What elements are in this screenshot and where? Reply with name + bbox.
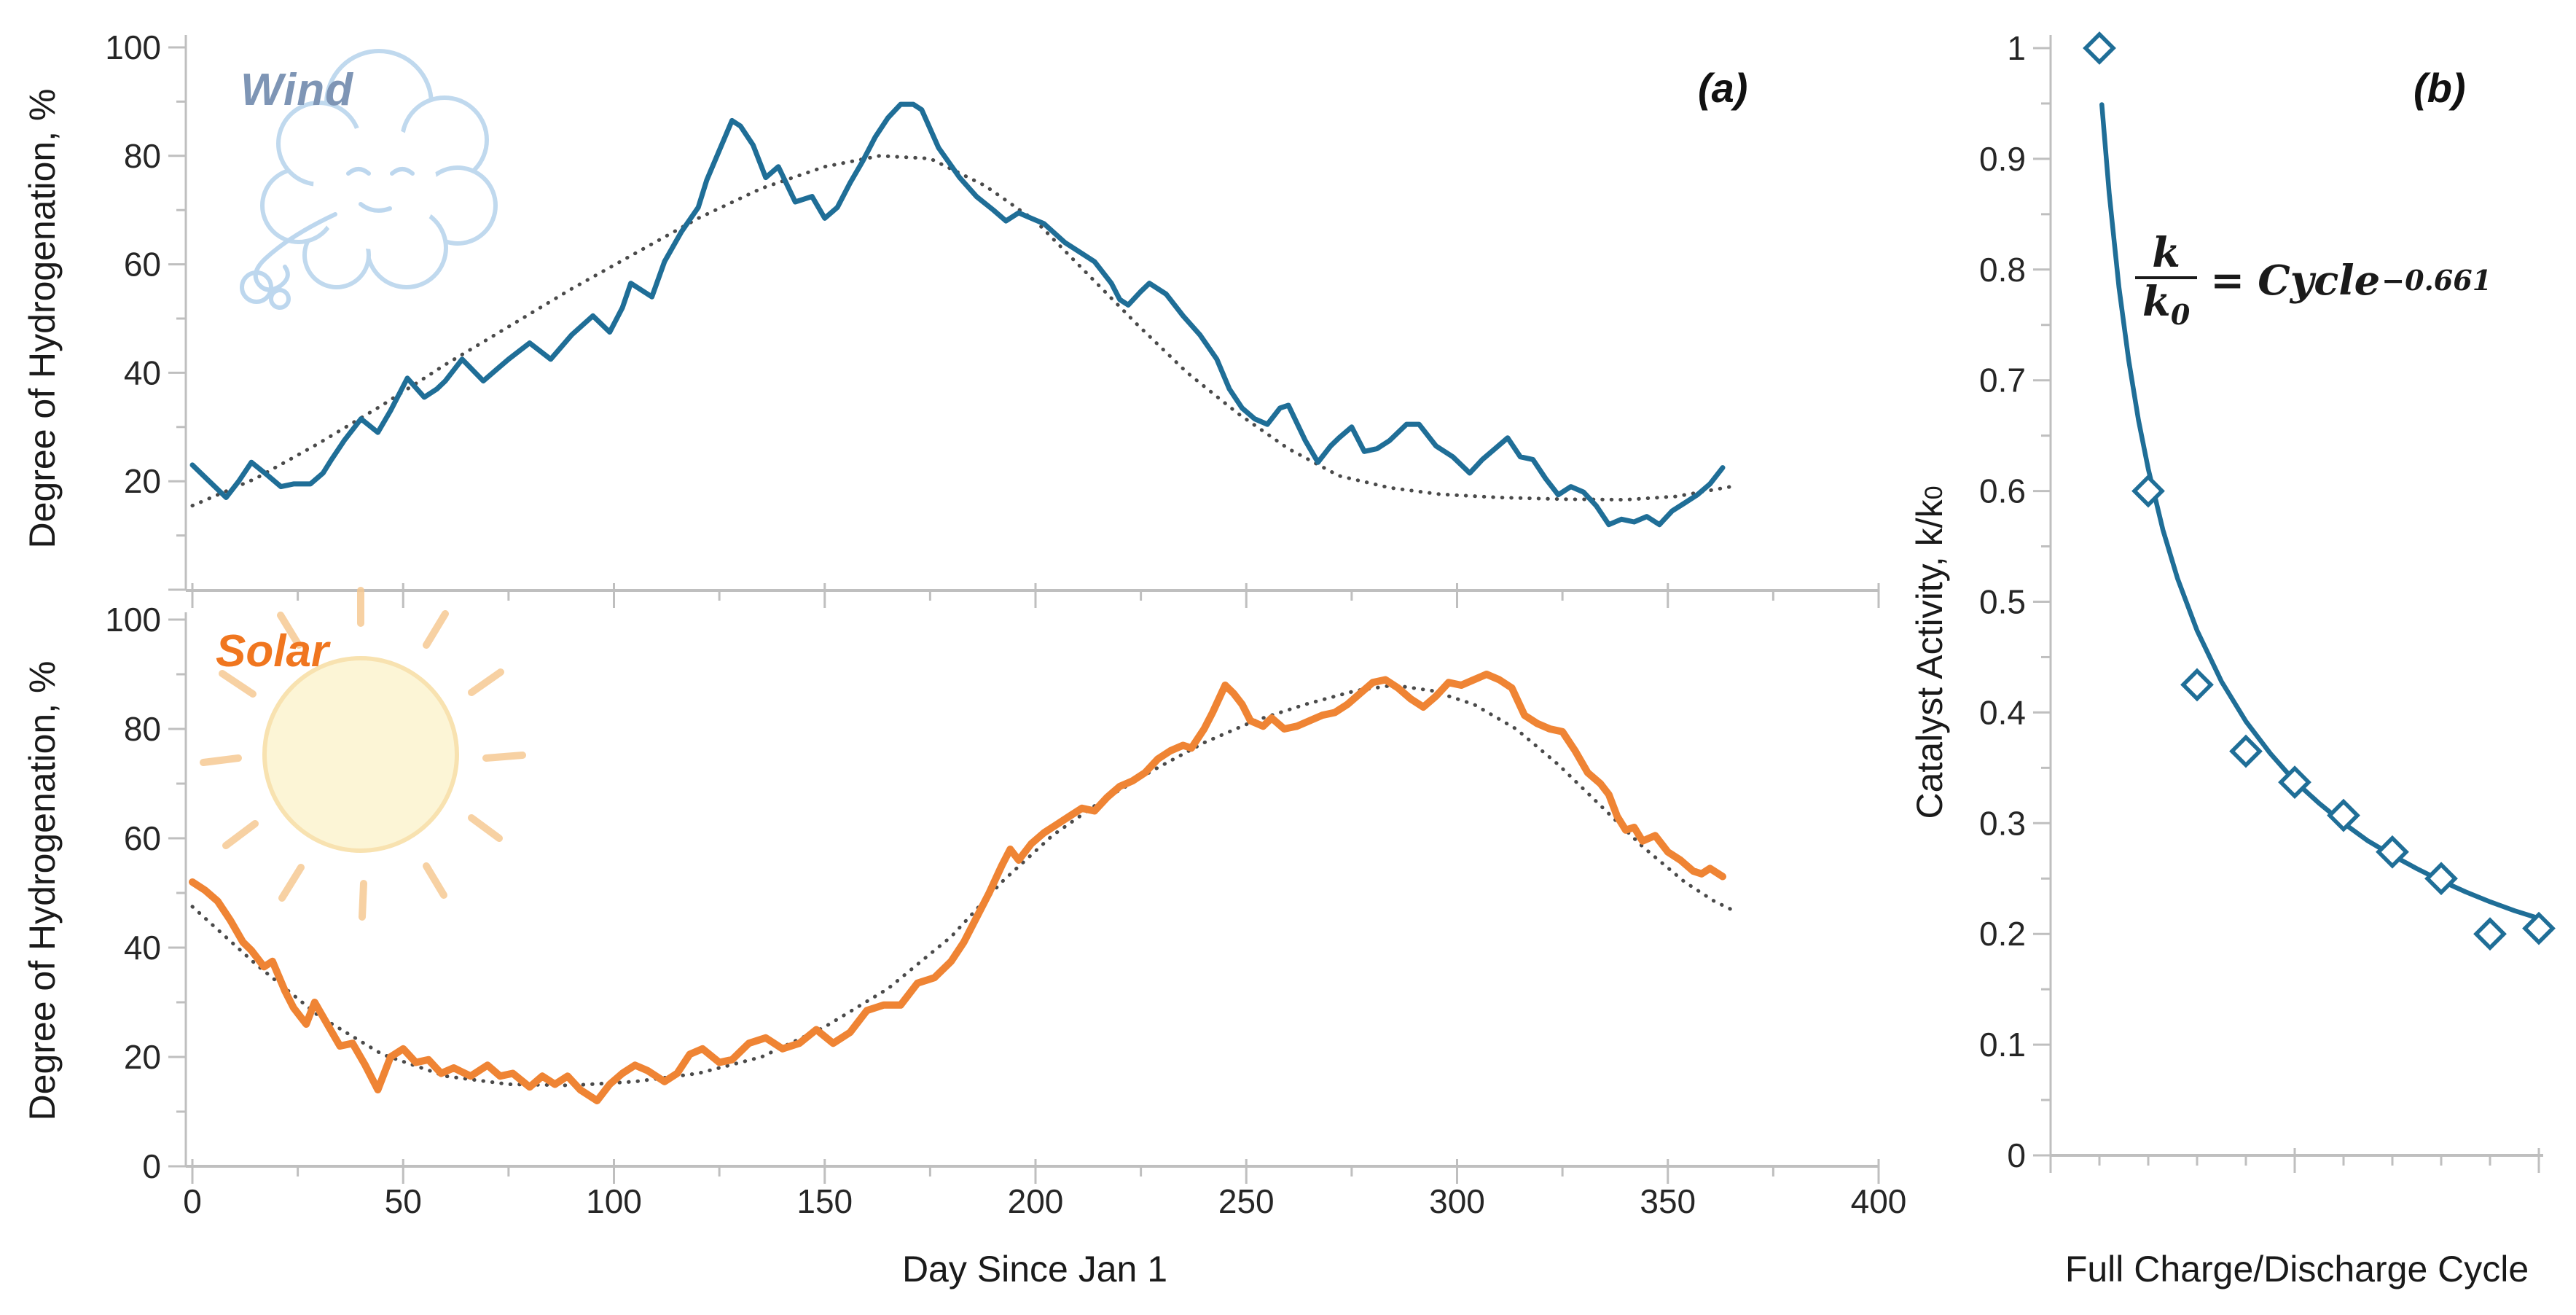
y-tick-label: 0.3 (1979, 804, 2026, 842)
x-tick-label: 0 (183, 1182, 202, 1220)
panel-b-label: (b) (2413, 65, 2466, 111)
x-tick-label: 200 (1008, 1182, 1064, 1220)
panel-a-label: (a) (1698, 65, 1748, 111)
fit-equation: k k0 = Cycle −0.661 (2135, 232, 2491, 329)
y-tick-label: 0.5 (1979, 583, 2026, 621)
x-tick-label: 100 (586, 1182, 642, 1220)
wind-plot: 20 40 60 80 100 (105, 28, 1880, 608)
x-tick-label: 300 (1429, 1182, 1485, 1220)
equation-denominator: k0 (2135, 276, 2198, 331)
y-tick-label: 20 (124, 462, 161, 500)
panel-a-x-axis-title: Day Since Jan 1 (901, 1249, 1168, 1289)
wind-cloud-icon (240, 49, 498, 310)
equation-denominator-sub: 0 (2170, 297, 2191, 331)
y-tick-label: 20 (124, 1038, 161, 1076)
y-tick-label: 80 (124, 137, 161, 175)
wind-degree-of-hydrogenation-line (189, 101, 1726, 528)
y-tick-label: 60 (124, 246, 161, 284)
equation-rhs-base: Cycle (2258, 256, 2381, 305)
x-tick-label: 250 (1218, 1182, 1275, 1220)
solar-annotation: Solar (216, 626, 329, 676)
equation-denominator-base: k (2142, 277, 2171, 326)
solar-y-axis-title: Degree of Hydrogenation, % (22, 660, 63, 1121)
data-point-diamond (2229, 734, 2263, 768)
panel-b-y-axis-title-main: Catalyst Activity, k/k (1909, 499, 1950, 819)
y-tick-label: 0 (142, 1147, 161, 1185)
y-tick-label: 0.2 (1979, 915, 2026, 953)
x-tick-label: 150 (796, 1182, 853, 1220)
y-tick-label: 0.6 (1979, 472, 2026, 510)
sun-icon (200, 587, 526, 921)
equation-rhs-exponent: −0.661 (2381, 264, 2492, 297)
solar-degree-of-hydrogenation-line (189, 671, 1726, 1104)
y-tick-label: 40 (124, 929, 161, 967)
solar-plot: 0 20 40 60 80 100 0 50 100 150 200 250 300 350 400 (105, 601, 1906, 1220)
wind-annotation: Wind (240, 65, 353, 115)
panel-b-x-axis-title: Full Charge/Discharge Cycle (2064, 1249, 2529, 1289)
y-tick-label: 0.7 (1979, 362, 2026, 399)
wind-seasonal-trend-line (190, 154, 1733, 508)
y-tick-label: 0.9 (1979, 140, 2026, 178)
y-tick-label: 60 (124, 819, 161, 857)
y-tick-label: 80 (124, 710, 161, 748)
x-tick-label: 350 (1640, 1182, 1696, 1220)
y-tick-label: 100 (105, 28, 161, 66)
wind-y-axis-title: Degree of Hydrogenation, % (22, 88, 63, 549)
equation-numerator: k (2152, 229, 2181, 277)
y-tick-label: 1 (2007, 29, 2026, 67)
catalyst-plot: 0 0.1 0.2 0.3 0.4 0.5 0.6 0.7 0.8 0.9 1 (1979, 29, 2556, 1174)
y-tick-label: 0 (2007, 1136, 2026, 1174)
data-point-diamond (2522, 911, 2556, 945)
data-point-diamond (2083, 31, 2116, 65)
panel-b-y-axis-title: Catalyst Activity, k/k0 (1908, 486, 1951, 819)
y-tick-label: 0.1 (1979, 1026, 2026, 1064)
y-tick-label: 100 (105, 601, 161, 639)
y-tick-label: 40 (124, 354, 161, 391)
y-tick-label: 0.8 (1979, 251, 2026, 289)
x-tick-label: 400 (1851, 1182, 1907, 1220)
data-point-diamond (2424, 862, 2458, 896)
data-point-diamond (2180, 668, 2214, 702)
data-point-diamond (2278, 765, 2311, 799)
power-law-fit-line (2099, 102, 2542, 921)
equation-equals: = (2210, 256, 2245, 305)
equation-fraction: k k0 (2135, 229, 2198, 331)
x-tick-label: 50 (385, 1182, 422, 1220)
data-point-diamond (2376, 835, 2409, 869)
data-point-diamond (2327, 798, 2360, 832)
data-point-diamond (2131, 474, 2165, 508)
data-point-diamond (2473, 917, 2507, 951)
panel-b-y-axis-title-sub: 0 (1920, 485, 1948, 500)
y-tick-label: 0.4 (1979, 693, 2026, 731)
